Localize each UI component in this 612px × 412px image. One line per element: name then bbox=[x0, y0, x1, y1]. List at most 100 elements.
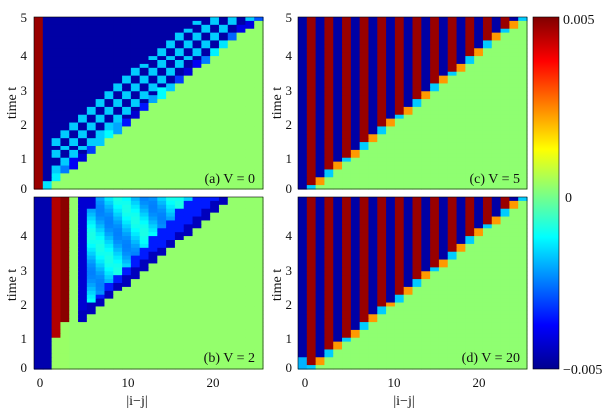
heatmap-cell bbox=[78, 60, 88, 65]
heatmap-cell bbox=[130, 302, 141, 308]
heatmap-cell bbox=[51, 228, 62, 233]
heatmap-cell bbox=[254, 153, 264, 159]
heatmap-cell bbox=[403, 224, 414, 229]
heatmap-cell bbox=[500, 306, 510, 311]
panel-d-ytick-3: 3 bbox=[286, 263, 293, 278]
heatmap-cell bbox=[218, 165, 229, 171]
heatmap-cell bbox=[139, 247, 150, 253]
heatmap-cell bbox=[491, 95, 502, 100]
heatmap-cell bbox=[192, 329, 202, 335]
heatmap-cell bbox=[60, 126, 70, 131]
heatmap-cell bbox=[183, 220, 194, 225]
heatmap-cell bbox=[491, 91, 502, 96]
heatmap-cell bbox=[51, 24, 62, 30]
heatmap-cell bbox=[218, 181, 229, 186]
heatmap-cell bbox=[518, 138, 528, 143]
heatmap-cell bbox=[412, 103, 422, 108]
heatmap-cell bbox=[78, 329, 88, 335]
heatmap-cell bbox=[166, 138, 176, 143]
heatmap-cell bbox=[86, 95, 97, 100]
panel-a-ylabel: time t bbox=[5, 87, 20, 119]
heatmap-cell bbox=[474, 224, 484, 229]
heatmap-cell bbox=[254, 341, 264, 347]
heatmap-cell bbox=[500, 161, 510, 167]
heatmap-cell bbox=[315, 83, 326, 88]
heatmap-cell bbox=[518, 161, 528, 167]
heatmap-cell bbox=[403, 216, 414, 222]
heatmap-cell bbox=[324, 341, 334, 347]
heatmap-cell bbox=[377, 157, 387, 163]
heatmap-cell bbox=[192, 290, 202, 296]
heatmap-cell bbox=[139, 67, 150, 73]
heatmap-cell bbox=[518, 149, 528, 155]
heatmap-cell bbox=[210, 138, 220, 143]
heatmap-cell bbox=[333, 200, 343, 206]
heatmap-cell bbox=[456, 44, 466, 49]
heatmap-cell bbox=[386, 259, 396, 265]
heatmap-cell bbox=[465, 345, 475, 351]
heatmap-cell bbox=[447, 259, 458, 265]
heatmap-cell bbox=[236, 349, 246, 354]
heatmap-cell bbox=[377, 232, 387, 237]
heatmap-cell bbox=[113, 126, 123, 131]
heatmap-cell bbox=[122, 294, 132, 300]
heatmap-cell bbox=[377, 91, 387, 96]
heatmap-cell bbox=[69, 165, 79, 171]
heatmap-cell bbox=[403, 251, 414, 257]
heatmap-cell bbox=[236, 161, 246, 167]
heatmap-cell bbox=[157, 357, 167, 362]
heatmap-cell bbox=[333, 365, 343, 370]
heatmap-cell bbox=[359, 318, 370, 323]
heatmap-cell bbox=[192, 298, 202, 304]
heatmap-cell bbox=[157, 337, 167, 343]
heatmap-cell bbox=[500, 345, 510, 351]
heatmap-cell bbox=[183, 271, 194, 276]
heatmap-cell bbox=[403, 212, 414, 218]
heatmap-cell bbox=[78, 110, 88, 116]
heatmap-cell bbox=[42, 146, 53, 151]
heatmap-cell bbox=[42, 48, 53, 53]
heatmap-cell bbox=[104, 361, 114, 366]
heatmap-cell bbox=[456, 220, 466, 225]
heatmap-cell bbox=[412, 134, 422, 139]
heatmap-cell bbox=[60, 157, 70, 163]
heatmap-cell bbox=[104, 60, 114, 65]
heatmap-cell bbox=[350, 267, 361, 272]
heatmap-cell bbox=[394, 251, 405, 257]
heatmap-cell bbox=[130, 63, 141, 69]
heatmap-cell bbox=[227, 185, 238, 190]
heatmap-cell bbox=[359, 63, 370, 69]
heatmap-cell bbox=[174, 247, 185, 253]
heatmap-cell bbox=[465, 177, 475, 182]
heatmap-cell bbox=[148, 240, 158, 245]
heatmap-cell bbox=[306, 224, 317, 229]
heatmap-cell bbox=[386, 271, 396, 276]
heatmap-cell bbox=[192, 243, 202, 249]
heatmap-cell bbox=[474, 212, 484, 218]
heatmap-cell bbox=[491, 60, 502, 65]
heatmap-cell bbox=[104, 314, 114, 319]
heatmap-cell bbox=[298, 337, 308, 343]
heatmap-cell bbox=[386, 165, 396, 171]
heatmap-cell bbox=[386, 224, 396, 229]
heatmap-cell bbox=[474, 263, 484, 268]
heatmap-cell bbox=[518, 326, 528, 331]
heatmap-cell bbox=[42, 91, 53, 96]
heatmap-cell bbox=[34, 275, 44, 280]
heatmap-cell bbox=[42, 153, 53, 159]
heatmap-cell bbox=[403, 318, 414, 323]
heatmap-cell bbox=[174, 122, 185, 128]
heatmap-cell bbox=[166, 247, 176, 253]
heatmap-cell bbox=[359, 361, 370, 366]
heatmap-cell bbox=[394, 255, 405, 261]
heatmap-cell bbox=[34, 267, 44, 272]
heatmap-cell bbox=[509, 271, 519, 276]
heatmap-cell bbox=[174, 36, 185, 42]
heatmap-cell bbox=[95, 302, 106, 308]
heatmap-cell bbox=[174, 341, 185, 347]
heatmap-cell bbox=[104, 310, 114, 315]
heatmap-cell bbox=[42, 24, 53, 30]
heatmap-cell bbox=[491, 79, 502, 85]
heatmap-cell bbox=[377, 290, 387, 296]
heatmap-cell bbox=[104, 212, 114, 218]
